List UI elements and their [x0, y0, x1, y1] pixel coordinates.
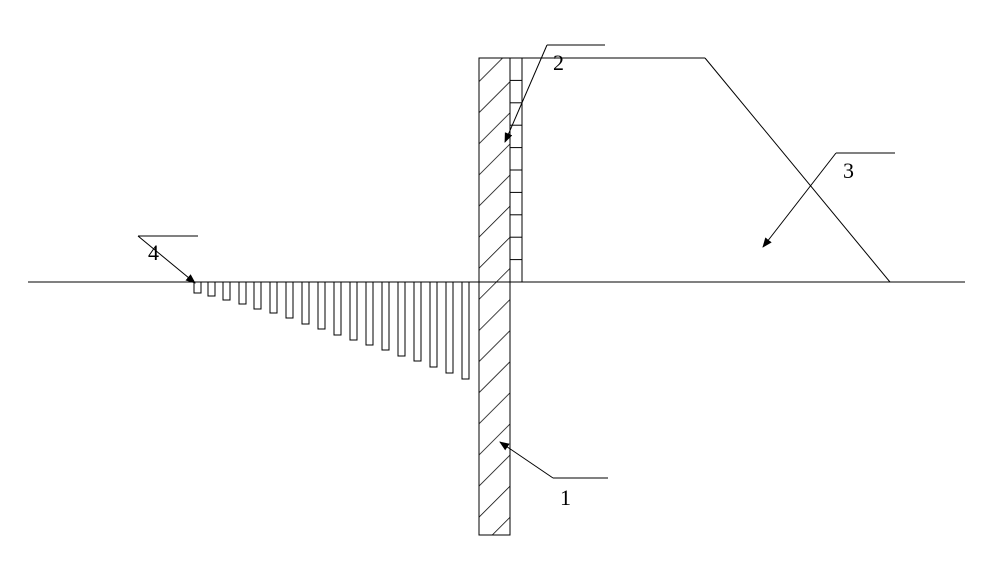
leader-arrow — [505, 45, 547, 142]
pile — [286, 282, 293, 318]
leader-arrow — [138, 236, 195, 283]
pile — [462, 282, 469, 379]
embankment-slope — [705, 58, 890, 282]
engineering-diagram — [0, 0, 1000, 565]
pile — [398, 282, 405, 356]
vertical-wall — [479, 58, 510, 535]
pile — [446, 282, 453, 373]
callout-label-3: 3 — [843, 158, 854, 184]
pile — [366, 282, 373, 345]
pile — [302, 282, 309, 324]
pile — [239, 282, 246, 304]
pile — [414, 282, 421, 361]
pile — [318, 282, 325, 329]
pile — [334, 282, 341, 335]
pile — [194, 282, 201, 293]
pile — [270, 282, 277, 313]
callout-label-4: 4 — [148, 240, 159, 266]
pile — [350, 282, 357, 340]
leader-arrow — [763, 153, 836, 247]
diagram-svg — [0, 0, 1000, 565]
pile — [208, 282, 215, 296]
pile — [382, 282, 389, 350]
callout-label-2: 2 — [553, 50, 564, 76]
pile — [223, 282, 230, 300]
callout-label-1: 1 — [560, 485, 571, 511]
pile — [430, 282, 437, 367]
pile — [254, 282, 261, 309]
